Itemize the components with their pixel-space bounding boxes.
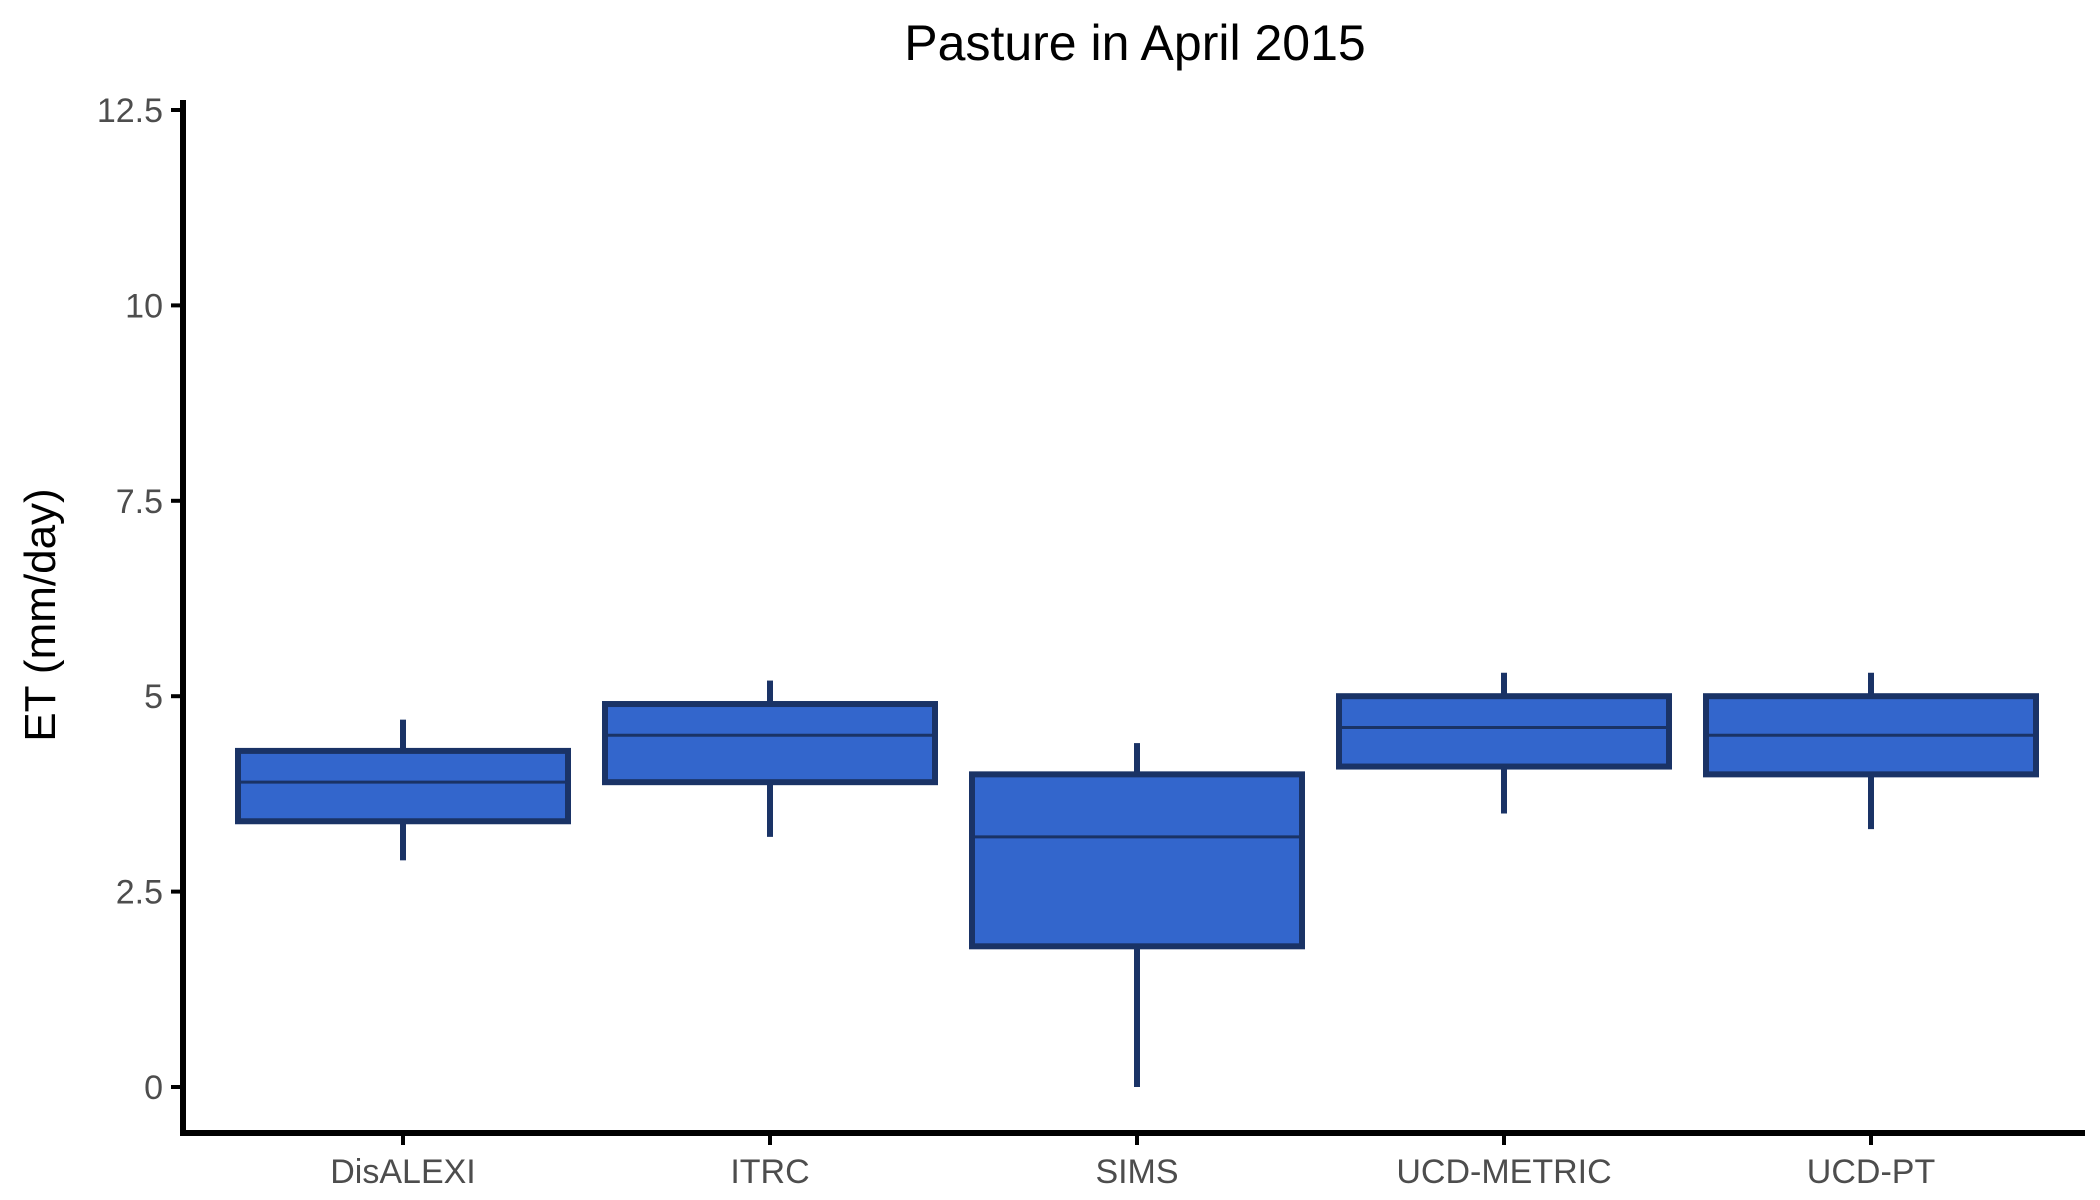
y-tick-label: 12.5 — [97, 92, 163, 130]
chart-title: Pasture in April 2015 — [904, 15, 1365, 71]
x-tick-label: DisALEXI — [330, 1153, 476, 1191]
y-tick-label: 2.5 — [116, 874, 163, 912]
box-disalexi — [235, 747, 571, 825]
x-tick-label: UCD-METRIC — [1396, 1153, 1611, 1191]
y-axis-label: ET (mm/day) — [16, 488, 65, 741]
y-tick-label: 7.5 — [116, 483, 163, 521]
y-tick-label: 0 — [144, 1069, 163, 1107]
box-ucd-metric — [1336, 693, 1672, 770]
y-tick-label: 5 — [144, 678, 163, 716]
x-tick-label: UCD-PT — [1807, 1153, 1935, 1191]
x-tick-label: SIMS — [1095, 1153, 1178, 1191]
x-tick-label: ITRC — [730, 1153, 809, 1191]
y-tick-label: 10 — [125, 287, 163, 325]
plot-area: 0 2.5 5 7.5 10 12.5 DisALEXI ITRC SIMS UCD-METRIC… — [97, 92, 2085, 1191]
box-sims — [969, 771, 1305, 950]
box-itrc — [602, 701, 938, 786]
